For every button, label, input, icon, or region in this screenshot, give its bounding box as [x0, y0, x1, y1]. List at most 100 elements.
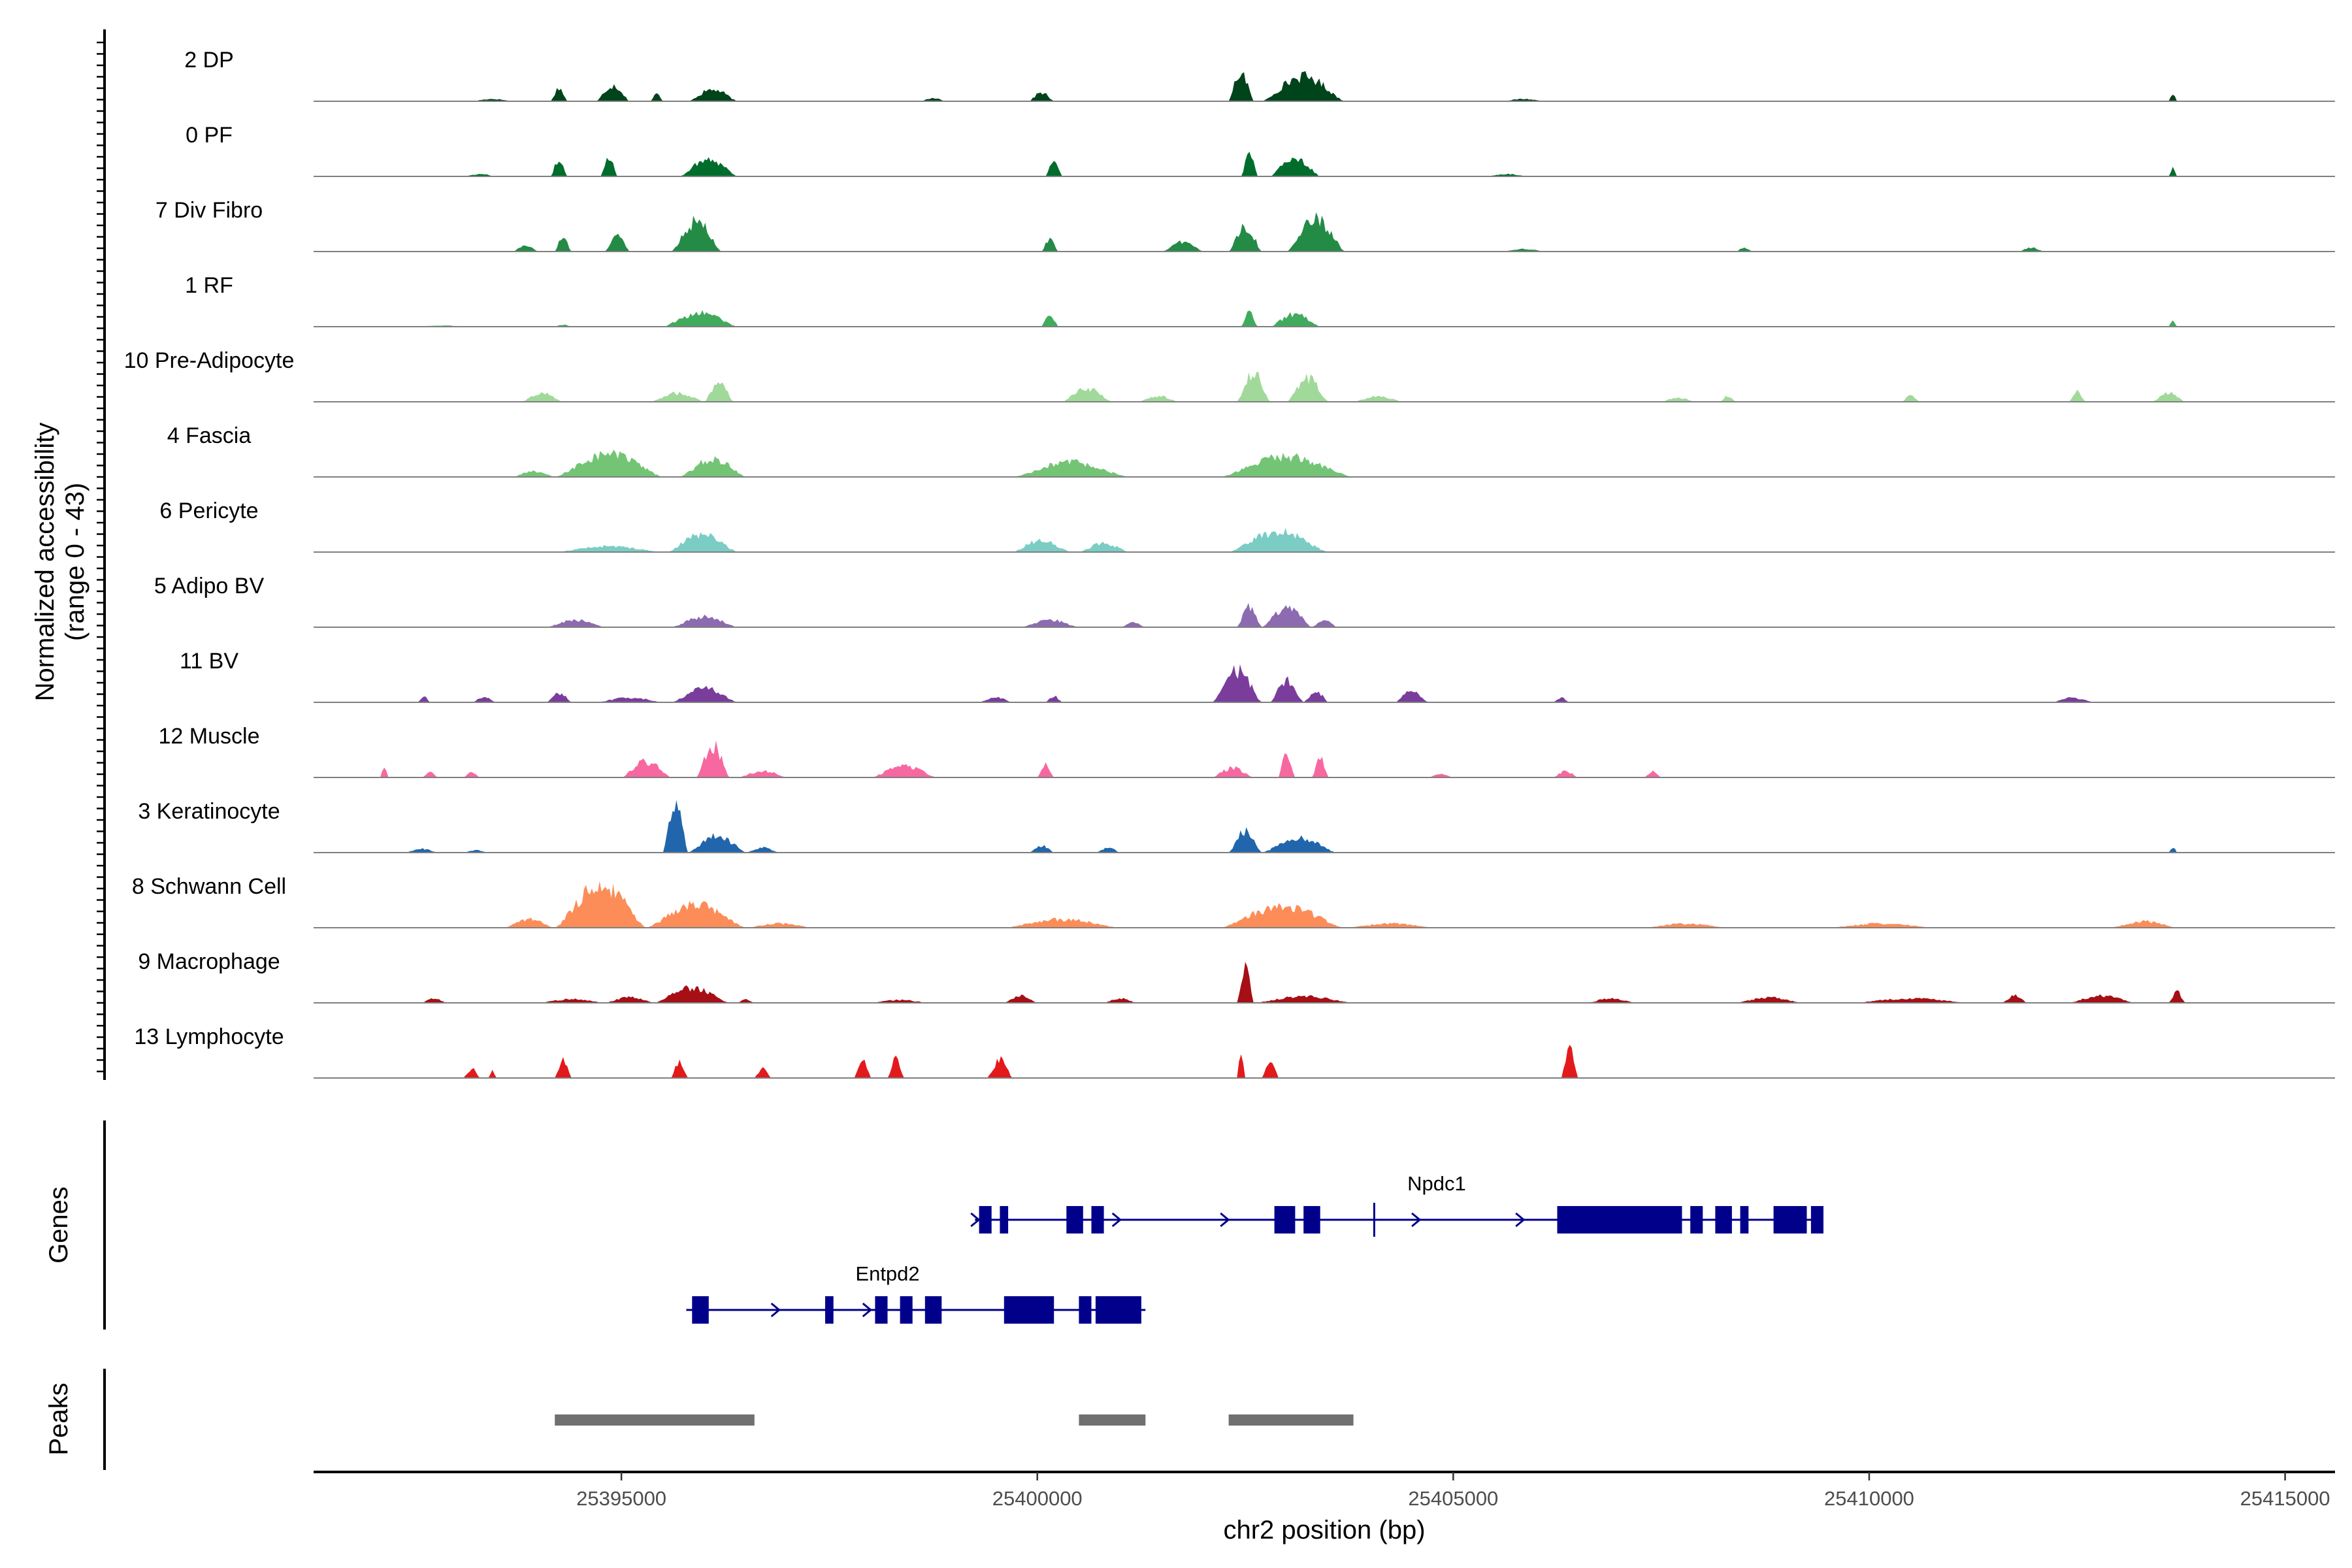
coverage-peak — [1303, 691, 1329, 702]
track-label: 1 RF — [185, 273, 233, 298]
track-1: 2 DP — [184, 48, 2335, 102]
coverage-peak — [1228, 223, 1262, 252]
coverage-peak — [555, 238, 572, 252]
coverage-peak — [738, 999, 755, 1003]
coverage-peak — [1212, 766, 1254, 777]
coverage-peak — [1045, 161, 1062, 176]
genes-panel-label: Genes — [44, 1186, 73, 1264]
coverage-peak — [854, 1060, 872, 1078]
coverage-peak — [513, 470, 555, 477]
coverage-peak — [1212, 664, 1262, 702]
coverage-peak — [1241, 310, 1258, 327]
peaks-panel: Peaks — [44, 1369, 1354, 1470]
coverage-peak — [671, 216, 721, 252]
coverage-peak — [550, 161, 568, 176]
x-tick-label: 25415000 — [2240, 1487, 2330, 1510]
peak-region — [1228, 1414, 1354, 1426]
track-label: 3 Keratinocyte — [138, 799, 280, 824]
gene-strand-arrow — [932, 1302, 943, 1318]
coverage-peak — [1279, 753, 1296, 777]
coverage-peak — [704, 382, 734, 402]
coverage-peak — [471, 696, 497, 702]
coverage-peak — [2019, 247, 2044, 252]
coverage-peak — [463, 1068, 480, 1078]
coverage-peak — [1228, 827, 1262, 853]
coverage-peak — [738, 770, 788, 777]
coverage-peak — [555, 1056, 572, 1078]
coverage-peak — [1311, 620, 1337, 627]
gene-label: Entpd2 — [855, 1262, 919, 1285]
track-label: 10 Pre-Adipocyte — [124, 348, 295, 373]
track-2: 0 PF — [186, 123, 2335, 177]
coverage-peak — [1095, 847, 1121, 853]
coverage-peak — [417, 696, 431, 702]
peak-region — [1079, 1414, 1146, 1426]
coverage-peak — [1262, 605, 1312, 627]
coverage-peak — [1661, 397, 1695, 402]
coverage-peak — [463, 772, 480, 777]
gene-strand-arrow — [1411, 1212, 1422, 1228]
gene-exon — [1274, 1206, 1296, 1233]
gene-exon — [692, 1296, 709, 1324]
track-label: 0 PF — [186, 123, 233, 148]
gene-exon — [875, 1296, 888, 1324]
coverage-peak — [696, 740, 730, 777]
coverage-peak — [1041, 237, 1058, 252]
coverage-peak — [1037, 762, 1054, 777]
coverage-peak — [1004, 994, 1037, 1003]
coverage-peak — [1827, 923, 1936, 928]
gene-entpd2: Entpd2 — [686, 1262, 1146, 1324]
track-7: 6 Pericyte — [159, 498, 2335, 553]
gene-strand-arrow — [1220, 1212, 1230, 1228]
coverage-peak — [1103, 998, 1137, 1003]
coverage-peak — [1237, 962, 1254, 1003]
coverage-peak — [1029, 845, 1054, 853]
gene-exon — [1810, 1206, 1823, 1233]
coverage-peak — [1270, 157, 1320, 176]
coverage-tracks: 2 DP 0 PF 7 Div Fibro 1 RF 10 Pre-Adipocyte 4… — [124, 48, 2335, 1079]
coverage-peak — [421, 772, 438, 777]
coverage-peak — [1719, 395, 1737, 402]
coverage-peak — [1012, 538, 1071, 552]
coverage-peak — [1486, 173, 1528, 176]
coverage-peak — [604, 233, 630, 252]
coverage-peak — [1270, 676, 1304, 702]
coverage-peak — [521, 392, 563, 402]
coverage-peak — [1241, 152, 1258, 176]
coverage-peak — [1021, 619, 1079, 627]
coverage-peak — [2002, 994, 2027, 1003]
coverage-peak — [1286, 212, 1345, 252]
track-4: 1 RF — [185, 273, 2335, 327]
coverage-peak — [662, 800, 688, 853]
coverage-peak — [871, 764, 938, 777]
coverage-peak — [1644, 923, 1728, 928]
track-13: 9 Macrophage — [138, 949, 2335, 1004]
coverage-peak — [754, 1067, 772, 1078]
coverage-peak — [1286, 373, 1329, 402]
gene-exon — [1004, 1296, 1054, 1324]
coverage-peak — [596, 697, 663, 702]
coverage-peak — [1736, 996, 1803, 1003]
coverage-peak — [1262, 1062, 1279, 1078]
gene-exon — [1557, 1206, 1682, 1233]
track-label: 2 DP — [184, 48, 234, 73]
gene-strand-arrow — [862, 1302, 873, 1318]
coverage-peak — [1586, 998, 1637, 1003]
coverage-peak — [646, 900, 747, 928]
coverage-peak — [1237, 1054, 1245, 1078]
coverage-peak — [1137, 395, 1179, 402]
track-label: 4 Fascia — [167, 423, 252, 448]
coverage-peak — [1237, 372, 1271, 402]
coverage-peak — [2168, 94, 2178, 101]
track-8: 5 Adipo BV — [154, 574, 2335, 628]
gene-exon — [1690, 1206, 1703, 1233]
coverage-peak — [513, 245, 538, 252]
track-label: 12 Muscle — [159, 724, 260, 749]
coverage-peak — [1262, 835, 1337, 853]
x-axis-title: chr2 position (bp) — [1223, 1516, 1425, 1544]
coverage-peak — [1428, 774, 1454, 777]
gene-strand-arrow — [770, 1302, 781, 1318]
track-6: 4 Fascia — [167, 423, 2335, 478]
coverage-peak — [1029, 92, 1054, 101]
coverage-peak — [421, 998, 447, 1003]
